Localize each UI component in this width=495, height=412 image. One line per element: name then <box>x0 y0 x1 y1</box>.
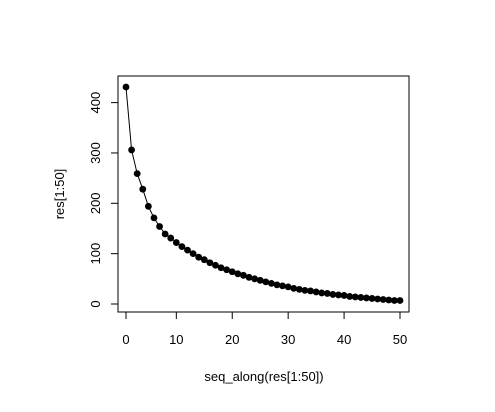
data-point <box>335 291 342 299</box>
data-point <box>273 281 281 289</box>
data-point <box>284 283 292 291</box>
data-point <box>178 243 186 251</box>
data-point <box>184 246 191 254</box>
data-point <box>351 293 359 301</box>
data-point <box>128 146 135 154</box>
x-axis: 0 10 20 30 40 50 <box>122 311 407 347</box>
data-point <box>245 273 253 281</box>
data-point <box>212 261 219 269</box>
data-point <box>363 294 370 302</box>
x-tick-label: 40 <box>337 332 351 347</box>
data-point <box>262 278 270 286</box>
data-point <box>234 270 242 278</box>
data-point <box>189 250 197 258</box>
data-point <box>228 268 236 276</box>
data-point <box>312 288 320 296</box>
data-point <box>267 279 275 287</box>
data-point <box>251 275 259 283</box>
data-point <box>172 239 180 246</box>
data-point <box>329 291 337 298</box>
data-point <box>240 271 247 279</box>
x-tick-label: 10 <box>169 332 183 347</box>
data-point <box>279 282 286 290</box>
data-point <box>144 202 152 210</box>
y-axis: 0 100 200 300 400 <box>88 87 119 308</box>
data-point <box>217 264 225 272</box>
data-point <box>307 287 314 295</box>
data-point <box>368 295 376 302</box>
data-point <box>346 293 354 300</box>
data-point <box>200 256 208 264</box>
data-point <box>150 214 158 222</box>
data-point <box>323 290 331 297</box>
y-tick-label: 300 <box>88 142 103 164</box>
data-point <box>195 253 203 261</box>
data-point <box>161 230 169 238</box>
data-point <box>256 276 264 284</box>
data-point <box>374 295 382 303</box>
x-tick-label: 30 <box>281 332 295 347</box>
plot-frame <box>117 75 410 313</box>
data-point <box>391 297 398 304</box>
y-tick-label: 400 <box>88 92 103 114</box>
data-point <box>318 289 326 297</box>
series-line <box>125 86 400 301</box>
data-point <box>167 234 175 242</box>
data-point <box>340 292 348 299</box>
data-point <box>206 259 214 267</box>
data-point <box>156 223 163 230</box>
y-tick-label: 200 <box>88 192 103 214</box>
data-point <box>139 185 147 193</box>
data-point <box>133 170 141 177</box>
series-group <box>122 83 404 304</box>
x-tick-label: 50 <box>393 332 407 347</box>
y-tick-label: 100 <box>88 243 103 265</box>
x-tick-label: 0 <box>122 332 129 347</box>
data-point <box>357 294 365 301</box>
data-point <box>396 297 404 304</box>
x-tick-label: 20 <box>225 332 239 347</box>
data-point <box>385 296 393 304</box>
data-point <box>122 83 130 91</box>
data-point <box>295 285 303 293</box>
x-axis-title: seq_along(res[1:50]) <box>204 369 323 384</box>
data-point <box>290 284 298 292</box>
data-point <box>223 266 231 274</box>
data-point <box>301 287 309 294</box>
data-point <box>379 296 387 303</box>
y-tick-label: 0 <box>88 300 103 307</box>
y-axis-title: res[1:50] <box>52 169 67 220</box>
